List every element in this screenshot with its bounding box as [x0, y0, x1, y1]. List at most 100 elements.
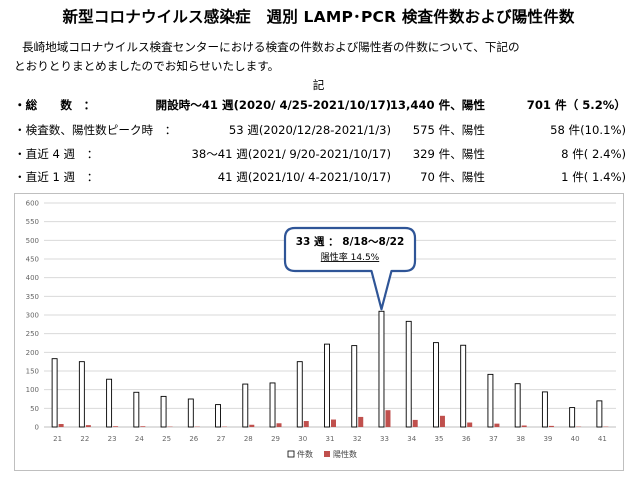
summary-label: ・直近 4 週 ： — [14, 147, 99, 161]
summary-label: ・直近 1 週 ： — [14, 170, 99, 184]
summary-tests: 70 件、陽性 — [420, 170, 485, 184]
x-tick-label: 25 — [162, 435, 171, 443]
summary-positive: 58 件(10.1%) — [550, 123, 626, 137]
bar-positive — [140, 426, 146, 427]
bar-positive — [439, 415, 445, 427]
bar-tests — [160, 395, 167, 428]
bar-tests — [296, 361, 303, 428]
x-tick-label: 37 — [489, 435, 498, 443]
summary-row-last4: ・直近 4 週 ： 38～41 週(2021/ 9/20-2021/10/17)… — [14, 146, 626, 164]
summary-period: 38～41 週(2021/ 9/20-2021/10/17) — [191, 147, 391, 161]
bar-tests — [433, 342, 439, 428]
y-tick-label: 600 — [26, 200, 39, 208]
callout-bubble — [283, 226, 417, 311]
summary-period: 開設時～41 週(2020/ 4/25-2021/10/17) — [155, 98, 391, 112]
summary-tests: 575 件、陽性 — [412, 123, 485, 137]
bars — [51, 310, 609, 428]
bar-positive — [331, 419, 336, 427]
bar-positive — [412, 419, 418, 427]
summary-positive: 8 件( 2.4%) — [561, 147, 626, 161]
bar-positive — [548, 425, 554, 427]
x-axis: 21 22 23 24 25 26 27 28 29 30 31 32 33 34 35 36 37 38 39 40… — [53, 435, 607, 443]
intro-line-1: 長崎地域コロナウイルス検査センターにおける検査の件数および陽性者の件数について、… — [22, 40, 520, 54]
x-tick-label: 32 — [353, 435, 362, 443]
summary-positive: 1 件( 1.4%) — [561, 170, 626, 184]
intro-text: 長崎地域コロナウイルス検査センターにおける検査の件数および陽性者の件数について、… — [14, 38, 626, 76]
legend-label-positive: 陽性数 — [333, 449, 357, 459]
summary-label: ・総 数 ： — [14, 98, 96, 112]
y-tick-label: 300 — [26, 312, 39, 320]
x-tick-label: 35 — [434, 435, 443, 443]
bar-positive — [303, 421, 309, 427]
summary-positive: 701 件（ 5.2%） — [526, 98, 626, 112]
bar-positive — [85, 425, 91, 427]
summary-tests: 329 件、陽性 — [412, 147, 485, 161]
y-tick-label: 350 — [26, 293, 39, 301]
chart-frame: 0 50 100 150 200 250 300 350 400 450 500 550 600 21 2… — [14, 193, 624, 471]
intro-line-2: とおりとりまとめましたのでお知らせいたします。 — [14, 59, 280, 73]
x-tick-label: 30 — [298, 435, 307, 443]
x-tick-label: 27 — [217, 435, 226, 443]
page-title: 新型コロナウイルス感染症 週別 LAMP･PCR 検査件数および陽性件数 — [62, 8, 575, 26]
y-tick-label: 500 — [26, 237, 39, 245]
x-tick-label: 40 — [571, 435, 580, 443]
ki-heading: 記 — [312, 78, 325, 92]
bar-positive — [249, 424, 255, 427]
bar-tests — [269, 382, 276, 428]
summary-row-last1: ・直近 1 週 ： 41 週(2021/10/ 4-2021/10/17) 70… — [14, 169, 626, 187]
x-tick-label: 38 — [516, 435, 525, 443]
bar-tests — [106, 378, 113, 428]
grid-layer — [44, 202, 616, 428]
peak-callout: 33 週 ： 8/18～8/22 陽性率 14.5% — [283, 226, 417, 311]
y-tick-label: 100 — [26, 386, 39, 394]
y-tick-label: 400 — [26, 274, 39, 282]
summary-tests: 13,440 件、陽性 — [389, 98, 485, 112]
bar-tests — [51, 358, 58, 428]
bar-tests — [187, 398, 194, 428]
x-tick-label: 28 — [244, 435, 253, 443]
x-tick-label: 34 — [407, 435, 416, 443]
x-tick-label: 31 — [326, 435, 335, 443]
y-tick-label: 200 — [26, 349, 39, 357]
bar-tests — [541, 391, 548, 428]
bar-positive — [521, 425, 527, 427]
bar-tests — [378, 310, 385, 428]
summary-row-total: ・総 数 ： 開設時～41 週(2020/ 4/25-2021/10/17) 1… — [14, 97, 626, 115]
bar-tests — [487, 373, 494, 428]
legend-label-tests: 件数 — [297, 449, 313, 459]
bar-positive — [385, 410, 391, 427]
summary-period: 41 週(2021/10/ 4-2021/10/17) — [217, 170, 391, 184]
bar-positive — [113, 426, 119, 427]
bar-tests — [569, 407, 576, 428]
bar-tests — [405, 320, 412, 428]
bar-positive — [467, 422, 473, 427]
x-tick-label: 41 — [598, 435, 607, 443]
y-tick-label: 250 — [26, 330, 39, 338]
bar-tests — [78, 361, 85, 428]
callout-subtitle: 陽性率 14.5% — [321, 251, 380, 263]
x-tick-label: 26 — [189, 435, 198, 443]
y-axis: 0 50 100 150 200 250 300 350 400 450 500 550 600 — [26, 200, 39, 432]
x-tick-label: 21 — [53, 435, 62, 443]
bar-positive — [58, 424, 64, 427]
bar-tests — [351, 345, 358, 428]
legend-swatch-positive — [324, 451, 330, 457]
bar-tests — [596, 400, 603, 428]
legend-swatch-tests — [287, 450, 295, 458]
bar-tests — [514, 383, 521, 428]
bar-tests — [215, 404, 221, 428]
y-tick-label: 50 — [30, 405, 39, 413]
y-tick-label: 150 — [26, 368, 39, 376]
x-tick-label: 23 — [108, 435, 117, 443]
bar-positive — [494, 423, 500, 427]
x-tick-label: 33 — [380, 435, 389, 443]
y-tick-label: 550 — [26, 218, 39, 226]
bar-tests — [460, 344, 467, 428]
x-tick-label: 39 — [543, 435, 552, 443]
summary-period: 53 週(2020/12/28-2021/1/3) — [228, 123, 391, 137]
x-tick-label: 36 — [462, 435, 471, 443]
bar-tests — [242, 383, 249, 428]
x-tick-label: 29 — [271, 435, 280, 443]
x-tick-label: 24 — [135, 435, 144, 443]
